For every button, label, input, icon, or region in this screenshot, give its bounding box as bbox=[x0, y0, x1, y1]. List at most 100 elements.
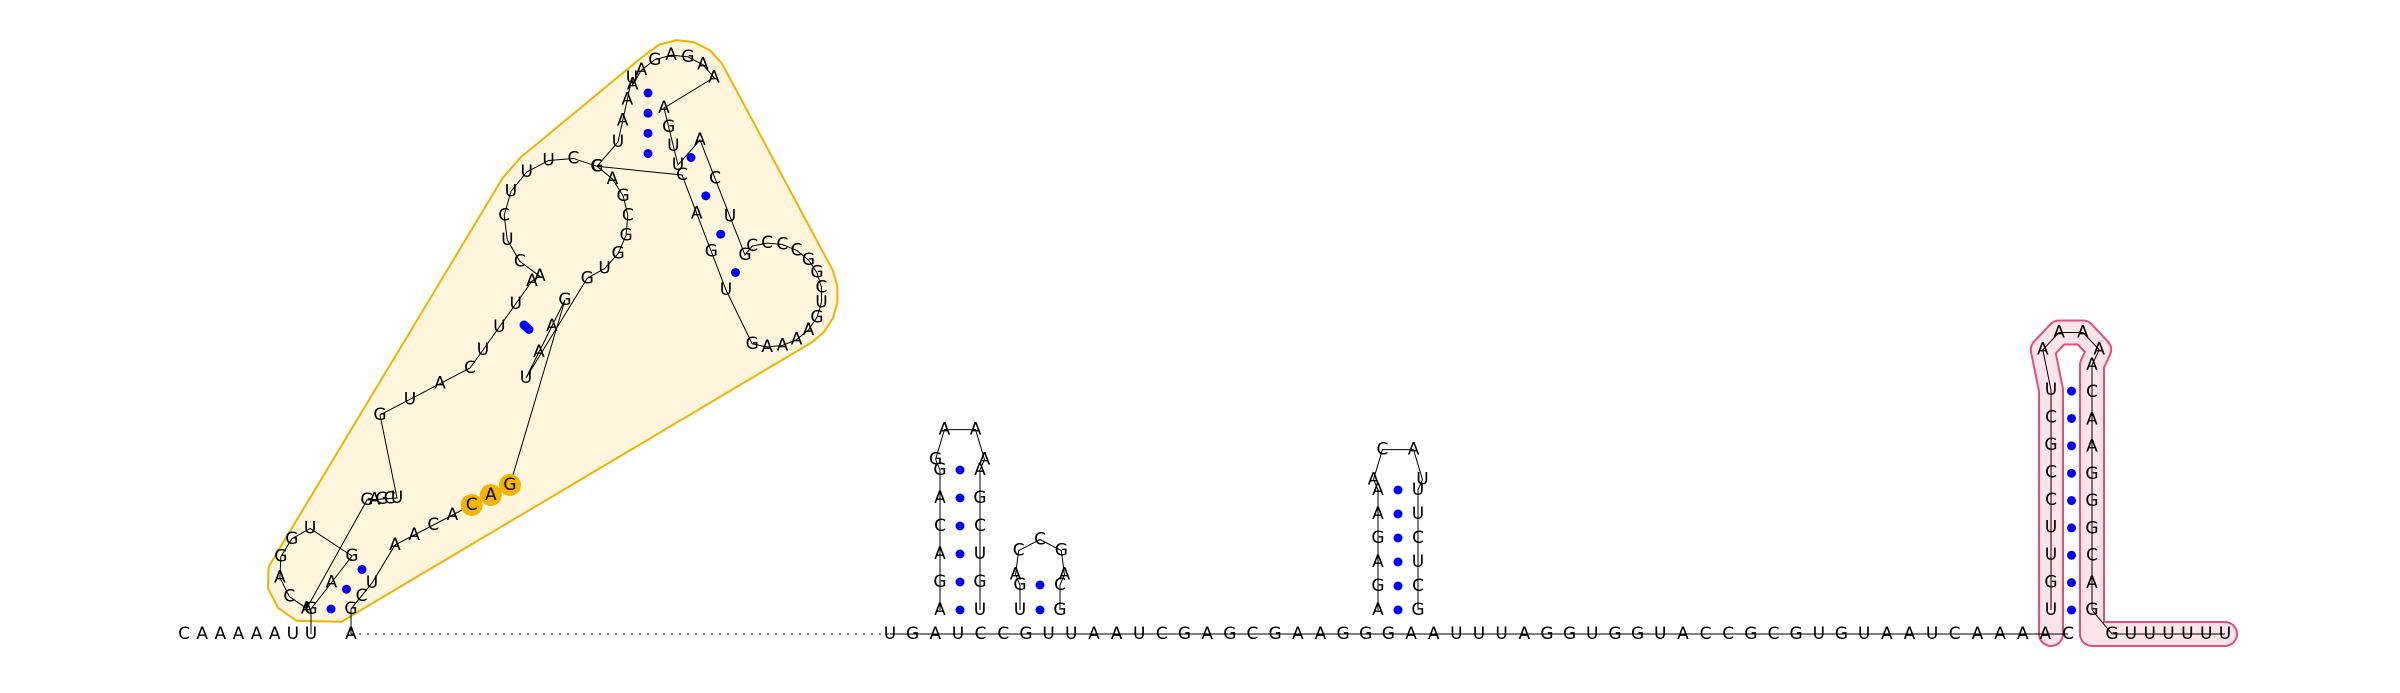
base-pair-dot bbox=[2067, 605, 2076, 615]
nucleotide-stem: C bbox=[1054, 575, 1066, 595]
nucleotide-stem: C bbox=[2045, 490, 2057, 510]
nucleotide-linker: G bbox=[906, 624, 919, 644]
nucleotide-linker: G bbox=[1631, 624, 1644, 644]
nucleotide-loop: U bbox=[815, 293, 827, 313]
base-pair-dot bbox=[716, 229, 726, 239]
nucleotide-loop: A bbox=[2093, 340, 2105, 360]
base-pair-dot bbox=[955, 521, 965, 531]
nucleotide-stem: G bbox=[738, 245, 751, 265]
nucleotide-loop: A bbox=[274, 568, 286, 588]
nucleotide-loop: U bbox=[501, 230, 513, 250]
nucleotide-helix: A bbox=[546, 316, 558, 336]
nucleotide-stem: G bbox=[304, 599, 317, 619]
nucleotide-stem: A bbox=[2086, 409, 2098, 429]
nucleotide-tail: U bbox=[2125, 624, 2137, 644]
nucleotide-loop: A bbox=[534, 266, 546, 286]
nucleotide-linker: U bbox=[884, 624, 896, 644]
nucleotide-linker: G bbox=[1382, 624, 1395, 644]
nucleotide-5prime: A bbox=[196, 624, 208, 644]
nucleotide-stem: G bbox=[933, 460, 946, 480]
nucleotide-stem: C bbox=[676, 165, 688, 185]
base-pair-dot bbox=[1393, 533, 1403, 543]
nucleotide-loop: G bbox=[810, 263, 823, 283]
nucleotide-stem: G bbox=[2085, 464, 2098, 484]
nucleotide-stem: A bbox=[934, 600, 946, 620]
nucleotide-loop: A bbox=[389, 535, 401, 555]
nucleotide-stem: U bbox=[626, 68, 638, 88]
nucleotide-stem: A bbox=[1372, 600, 1384, 620]
nucleotide-stem: G bbox=[1013, 575, 1026, 595]
nucleotide: A bbox=[345, 624, 357, 644]
nucleotide-stem: G bbox=[973, 572, 986, 592]
base-pair-dot bbox=[686, 153, 696, 162]
nucleotide-loop: A bbox=[627, 75, 639, 95]
backbone-segment bbox=[935, 429, 985, 610]
nucleotide-linker: U bbox=[1133, 624, 1145, 644]
nucleotide-stem: C bbox=[2086, 382, 2098, 402]
domain1-outline bbox=[267, 39, 839, 623]
nucleotide-loop: C bbox=[815, 277, 827, 297]
nucleotide-stem: C bbox=[2045, 408, 2057, 428]
nucleotide-stem: C bbox=[1412, 528, 1424, 548]
nucleotide-stem: G bbox=[1371, 528, 1384, 548]
nucleotide-stem: C bbox=[974, 516, 986, 536]
base-pair-dot bbox=[643, 128, 653, 138]
nucleotide-5prime: C bbox=[178, 624, 190, 644]
nucleotide-stem: G bbox=[345, 546, 358, 566]
nucleotide-loop: C bbox=[746, 236, 758, 256]
base-pair-dot bbox=[701, 191, 711, 201]
nucleotide-stem: C bbox=[1412, 576, 1424, 596]
nucleotide-stem: U bbox=[720, 280, 732, 300]
nucleotide-loop: C bbox=[777, 235, 789, 255]
nucleotide-tail: U bbox=[2181, 624, 2193, 644]
nucleotide-linker: A bbox=[1994, 624, 2006, 644]
nucleotide-loop: A bbox=[791, 330, 803, 350]
base-pair-layer bbox=[326, 88, 2076, 615]
nucleotide-linker: A bbox=[1111, 624, 1123, 644]
nucleotide-stem: G bbox=[933, 572, 946, 592]
nucleotide-tail: U bbox=[2200, 624, 2212, 644]
nucleotide-5prime: A bbox=[233, 624, 245, 644]
nucleotide-loop: G bbox=[619, 225, 632, 245]
nucleotide-linker: U bbox=[1858, 624, 1870, 644]
nucleotide-linker: U bbox=[1473, 624, 1485, 644]
nucleotide-bulge: C bbox=[384, 489, 396, 509]
nucleotide-stem: U bbox=[1412, 552, 1424, 572]
base-pair-dot bbox=[731, 268, 740, 277]
nucleotide-stem: U bbox=[672, 155, 684, 175]
nucleotide-loop: U bbox=[520, 162, 532, 182]
nucleotide-bulge: A bbox=[369, 490, 381, 510]
nucleotide-loop: A bbox=[761, 337, 773, 357]
nucleotide-linker: G bbox=[1336, 624, 1349, 644]
nucleotide-stem: U bbox=[612, 132, 624, 152]
nucleotide-loop: C bbox=[761, 233, 773, 253]
nucleotide-loop: C bbox=[283, 587, 295, 607]
nucleotide-loop: A bbox=[970, 420, 982, 440]
nucleotide-linker: A bbox=[1201, 624, 1213, 644]
nucleotide-stem: A bbox=[2086, 355, 2098, 375]
nucleotide-stem: A bbox=[1372, 552, 1384, 572]
nucleotide-stem: U bbox=[2045, 518, 2057, 538]
base-pair-dot bbox=[1035, 580, 1045, 590]
highlight-mark bbox=[499, 474, 521, 496]
nucleotide-loop: U bbox=[598, 258, 610, 278]
nucleotide-stem: C bbox=[2086, 546, 2098, 566]
nucleotide-stem: G bbox=[2044, 435, 2057, 455]
base-pair-dot bbox=[2067, 441, 2076, 451]
nucleotide-linker: A bbox=[2017, 624, 2029, 644]
nucleotide-loop: A bbox=[803, 320, 815, 340]
nucleotide-stem: G bbox=[1371, 576, 1384, 596]
nucleotide-stem: A bbox=[617, 111, 629, 131]
nucleotide-linker: G bbox=[1744, 624, 1757, 644]
nucleotide-helix: U bbox=[477, 340, 489, 360]
nucleotide-linker: G bbox=[1269, 624, 1282, 644]
nucleotide-stem: G bbox=[2085, 600, 2098, 620]
nucleotide-linker: C bbox=[1722, 624, 1734, 644]
base-pair-dot bbox=[326, 604, 336, 614]
backbone-segment bbox=[1373, 449, 1423, 610]
highlight-mark bbox=[479, 484, 502, 506]
highlight-mark bbox=[460, 494, 483, 516]
nucleotide-5prime: A bbox=[214, 624, 226, 644]
